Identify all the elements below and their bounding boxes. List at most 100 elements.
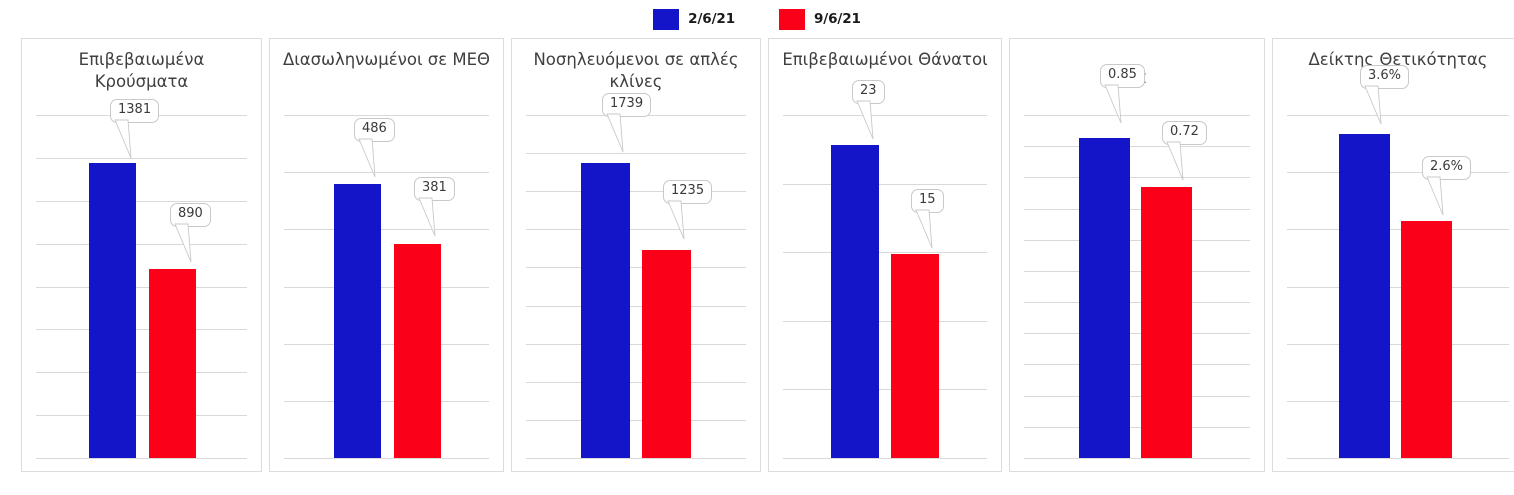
bar-series-1[interactable] bbox=[334, 184, 381, 458]
callout-value-label: 0.72 bbox=[1162, 121, 1207, 145]
gridline bbox=[783, 389, 987, 391]
gridline bbox=[1024, 115, 1250, 116]
gridline bbox=[526, 153, 746, 155]
bar-series-2[interactable] bbox=[1141, 187, 1192, 458]
gridline bbox=[783, 458, 987, 459]
callout-value-label: 381 bbox=[414, 177, 455, 201]
bar-series-2[interactable] bbox=[394, 243, 441, 458]
legend-entry[interactable]: 9/6/21 bbox=[779, 8, 861, 30]
value-callout: 0.85 bbox=[1100, 64, 1145, 124]
bar-series-2[interactable] bbox=[149, 269, 196, 458]
callout-value-label: 23 bbox=[852, 80, 885, 104]
gridline bbox=[36, 329, 247, 331]
value-callout: 1381 bbox=[110, 99, 160, 159]
gridline bbox=[526, 267, 746, 269]
gridline bbox=[1024, 270, 1250, 272]
gridline bbox=[1024, 458, 1250, 459]
callout-value-label: 1235 bbox=[663, 180, 713, 204]
gridline bbox=[1024, 177, 1250, 179]
gridline bbox=[1024, 239, 1250, 241]
gridlines bbox=[284, 115, 489, 459]
gridline bbox=[1024, 395, 1250, 397]
callout-value-label: 890 bbox=[170, 203, 211, 227]
panel-title: Επιβεβαιωμένοι Θάνατοι bbox=[782, 50, 988, 69]
value-callout: 3.6% bbox=[1360, 65, 1410, 125]
gridline bbox=[36, 286, 247, 288]
gridline bbox=[526, 381, 746, 383]
legend-label: 9/6/21 bbox=[814, 11, 861, 27]
gridline bbox=[36, 243, 247, 245]
gridline bbox=[1287, 229, 1509, 231]
bar-series-2[interactable] bbox=[1401, 221, 1452, 458]
gridline bbox=[284, 400, 489, 402]
gridline bbox=[1287, 458, 1509, 459]
chart-legend: 2/6/21 9/6/21 bbox=[0, 0, 1514, 38]
chart-panel: Νοσηλευόμενοι σε απλές κλίνες 1739 1235 bbox=[511, 38, 761, 472]
bar-series-2[interactable] bbox=[642, 250, 691, 458]
bar-group bbox=[1273, 115, 1514, 458]
gridline bbox=[1287, 115, 1509, 116]
plot-area bbox=[512, 115, 760, 459]
gridline bbox=[36, 372, 247, 374]
value-callout: 0.72 bbox=[1162, 121, 1207, 181]
blue-square-swatch bbox=[653, 8, 680, 30]
value-callout: 486 bbox=[354, 118, 395, 178]
panel-title: Νοσηλευόμενοι σε απλές κλίνες bbox=[533, 50, 739, 91]
callout-value-label: 0.85 bbox=[1100, 64, 1145, 88]
gridline bbox=[36, 200, 247, 202]
value-callout: 15 bbox=[911, 189, 944, 249]
bar-group bbox=[512, 115, 760, 458]
gridline bbox=[1024, 426, 1250, 428]
bar-group bbox=[270, 115, 503, 458]
gridline bbox=[1024, 302, 1250, 304]
gridline bbox=[284, 286, 489, 288]
gridline bbox=[284, 458, 489, 459]
chart-panel: Διασωληνωμένοι σε ΜΕΘ 486 381 bbox=[269, 38, 504, 472]
panel-strip: Επιβεβαιωμένα Κρούσματα 1381 890 Διασωληνωμ… bbox=[21, 38, 1514, 472]
chart-panel: Επιβεβαιωμένα Κρούσματα 1381 890 bbox=[21, 38, 262, 472]
value-callout: 23 bbox=[852, 80, 885, 140]
callout-value-label: 486 bbox=[354, 118, 395, 142]
bar-series-1[interactable] bbox=[1339, 134, 1390, 458]
gridline bbox=[1287, 286, 1509, 288]
gridline bbox=[526, 458, 746, 459]
callout-value-label: 15 bbox=[911, 189, 944, 213]
gridline bbox=[36, 157, 247, 159]
chart-panel: Δείκτης Θετικότητας 3.6% 2.6% bbox=[1272, 38, 1514, 472]
bar-series-1[interactable] bbox=[89, 163, 136, 458]
gridline bbox=[36, 415, 247, 417]
bar-series-1[interactable] bbox=[581, 163, 630, 458]
bar-group bbox=[769, 115, 1001, 458]
bar-series-1[interactable] bbox=[1079, 138, 1130, 458]
callout-value-label: 1381 bbox=[110, 99, 160, 123]
gridline bbox=[783, 183, 987, 185]
gridlines bbox=[783, 115, 987, 459]
callout-value-label: 2.6% bbox=[1422, 156, 1472, 180]
gridline bbox=[783, 252, 987, 254]
gridline bbox=[1287, 172, 1509, 174]
gridline bbox=[284, 229, 489, 231]
legend-label: 2/6/21 bbox=[688, 11, 735, 27]
bar-group bbox=[22, 115, 261, 458]
gridline bbox=[1287, 400, 1509, 402]
chart-panel: Επιβεβαιωμένοι Θάνατοι 23 15 bbox=[768, 38, 1002, 472]
panel-title: Δείκτης Θετικότητας bbox=[1308, 50, 1488, 69]
gridline bbox=[1024, 146, 1250, 148]
bar-group bbox=[1010, 115, 1264, 458]
callout-value-label: 1739 bbox=[602, 93, 652, 117]
gridline bbox=[783, 115, 987, 116]
plot-area bbox=[1273, 115, 1514, 459]
gridline bbox=[526, 343, 746, 345]
gridline bbox=[36, 458, 247, 459]
red-square-swatch bbox=[779, 8, 805, 30]
bar-series-1[interactable] bbox=[831, 145, 879, 458]
value-callout: 890 bbox=[170, 203, 211, 263]
gridline bbox=[526, 229, 746, 231]
bar-series-2[interactable] bbox=[891, 253, 939, 458]
gridlines bbox=[1287, 115, 1509, 459]
panel-title: Διασωληνωμένοι σε ΜΕΘ bbox=[282, 50, 491, 69]
plot-area bbox=[270, 115, 503, 459]
gridline bbox=[526, 191, 746, 193]
legend-entry[interactable]: 2/6/21 bbox=[653, 8, 735, 30]
gridline bbox=[284, 115, 489, 116]
